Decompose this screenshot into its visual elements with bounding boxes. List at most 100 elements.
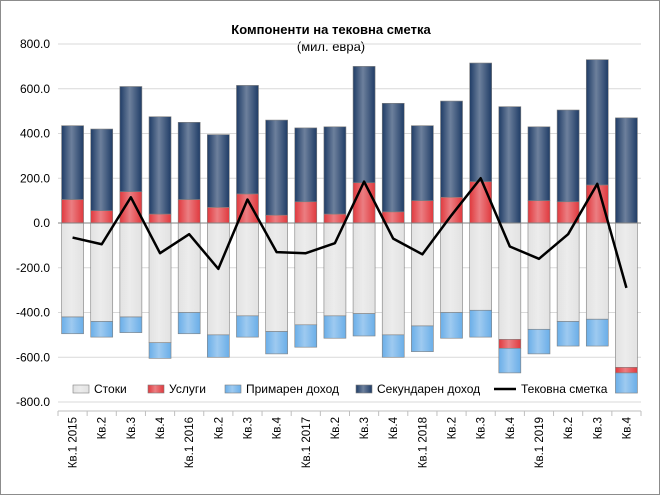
bar-segment [265, 331, 288, 355]
legend: Стоки Услуги Примарен доход Секундарен дохо… [72, 382, 608, 396]
y-tick-label: 800.0 [20, 37, 50, 51]
bar-segment [323, 315, 347, 339]
bar-segment [615, 367, 638, 374]
bar-segment [352, 313, 376, 337]
bar-segment [119, 222, 143, 318]
bar-segment [469, 309, 492, 338]
x-tick-label: Кв.2 [447, 417, 459, 439]
bar-segment [585, 318, 609, 347]
bar-segment [207, 207, 230, 224]
y-axis: 800.0 600.0 400.0 200.0 0.0 -200.0 -400.0 -600.… [16, 37, 50, 409]
bar-segment [119, 316, 143, 333]
bar-segment [61, 125, 84, 200]
legend-swatch [72, 384, 90, 394]
bar-segment [527, 200, 551, 224]
bar-segment [556, 321, 580, 347]
x-tick-label: Кв.4 [505, 416, 517, 439]
bar-segment [381, 102, 405, 213]
bar-segment [61, 199, 84, 224]
bar-segment [615, 372, 638, 394]
bar-segment [527, 222, 551, 330]
x-tick-label: Кв.3 [476, 417, 488, 439]
y-tick-label: -200.0 [16, 261, 50, 275]
y-tick-label: -800.0 [16, 395, 50, 409]
legend-label: Услуги [169, 382, 206, 396]
bar-segment [294, 324, 318, 348]
bar-segment [469, 62, 492, 182]
bar-segment [90, 128, 114, 211]
bar-segment [90, 210, 114, 224]
chart-title: Компоненти на текoвна сметка [231, 22, 431, 37]
bar-segment [352, 66, 376, 184]
bar-segment [585, 222, 609, 320]
bar-segment [411, 200, 434, 224]
bar-segment [148, 213, 172, 224]
legend-label: Секундарен доход [377, 382, 480, 396]
bar-segment [498, 106, 522, 224]
bar-segment [177, 222, 201, 313]
legend-swatch [147, 384, 165, 394]
x-tick-label: Кв.4 [155, 416, 167, 439]
bar-segment [440, 312, 463, 339]
bar-segment [177, 122, 201, 200]
bar-segment [148, 342, 172, 359]
bar-segment [556, 109, 580, 203]
legend-swatch [355, 384, 373, 394]
bar-segment [119, 86, 143, 192]
current-account-series [72, 177, 628, 289]
bar-segment [294, 201, 318, 224]
x-tick-label: Кв.2 [97, 417, 109, 439]
bar-segment [323, 213, 347, 224]
bar-segment [498, 222, 522, 340]
y-tick-label: 0.0 [33, 216, 50, 230]
bar-segment [236, 315, 259, 338]
x-tick-label: Кв.1 2018 [417, 417, 429, 468]
legend-label: Примарен доход [246, 382, 339, 396]
x-tick-label: Кв.1 2019 [534, 417, 546, 468]
bar-segment [177, 312, 201, 335]
bar-segment [61, 222, 84, 318]
bar-segment [440, 100, 463, 198]
bar-segment [294, 127, 318, 203]
bar-segment [177, 199, 201, 224]
bar-segment [90, 321, 114, 338]
x-tick-label: Кв.2 [563, 417, 575, 439]
x-tick-label: Кв.1 2016 [184, 417, 196, 468]
bar-segment [440, 222, 463, 313]
bar-segment [469, 222, 492, 311]
x-tick-label: Кв.1 2017 [301, 417, 313, 468]
bar-segment [585, 59, 609, 186]
bar-segment [440, 196, 463, 224]
bar-segment [148, 116, 172, 215]
x-tick-label: Кв.3 [592, 417, 604, 439]
y-tick-label: 600.0 [20, 82, 50, 96]
bar-segment [352, 182, 376, 224]
y-tick-label: -600.0 [16, 350, 50, 364]
x-tick-label: Кв.4 [621, 416, 633, 439]
y-tick-label: 200.0 [20, 171, 50, 185]
x-axis: Кв.1 2015 Кв.2 Кв.3 Кв.4 Кв.1 2016 Кв.2 Кв.3 Кв… [57, 410, 642, 468]
bar-segment [411, 325, 434, 352]
bar-segment [585, 184, 609, 224]
x-tick-label: Кв.3 [126, 417, 138, 439]
y-tick-label: 400.0 [20, 127, 50, 141]
bar-segment [236, 222, 259, 317]
bar-segment [265, 214, 288, 224]
legend-label: Текoвна сметка [521, 382, 608, 396]
x-tick-label: Кв.2 [213, 417, 225, 439]
chart-subtitle: (мил. евра) [297, 39, 365, 54]
bar-segment [411, 125, 434, 201]
bar-segment [411, 222, 434, 327]
bar-segment [265, 119, 288, 216]
current-account-line [72, 177, 628, 289]
bar-segment [527, 328, 551, 355]
x-tick-label: Кв.2 [330, 417, 342, 439]
x-tick-label: Кв.4 [388, 416, 400, 439]
bar-segment [556, 222, 580, 322]
legend-label: Стоки [94, 382, 127, 396]
bars [61, 59, 638, 394]
bar-segment [207, 334, 230, 358]
legend-swatch [224, 384, 242, 394]
bar-segment [352, 222, 376, 314]
